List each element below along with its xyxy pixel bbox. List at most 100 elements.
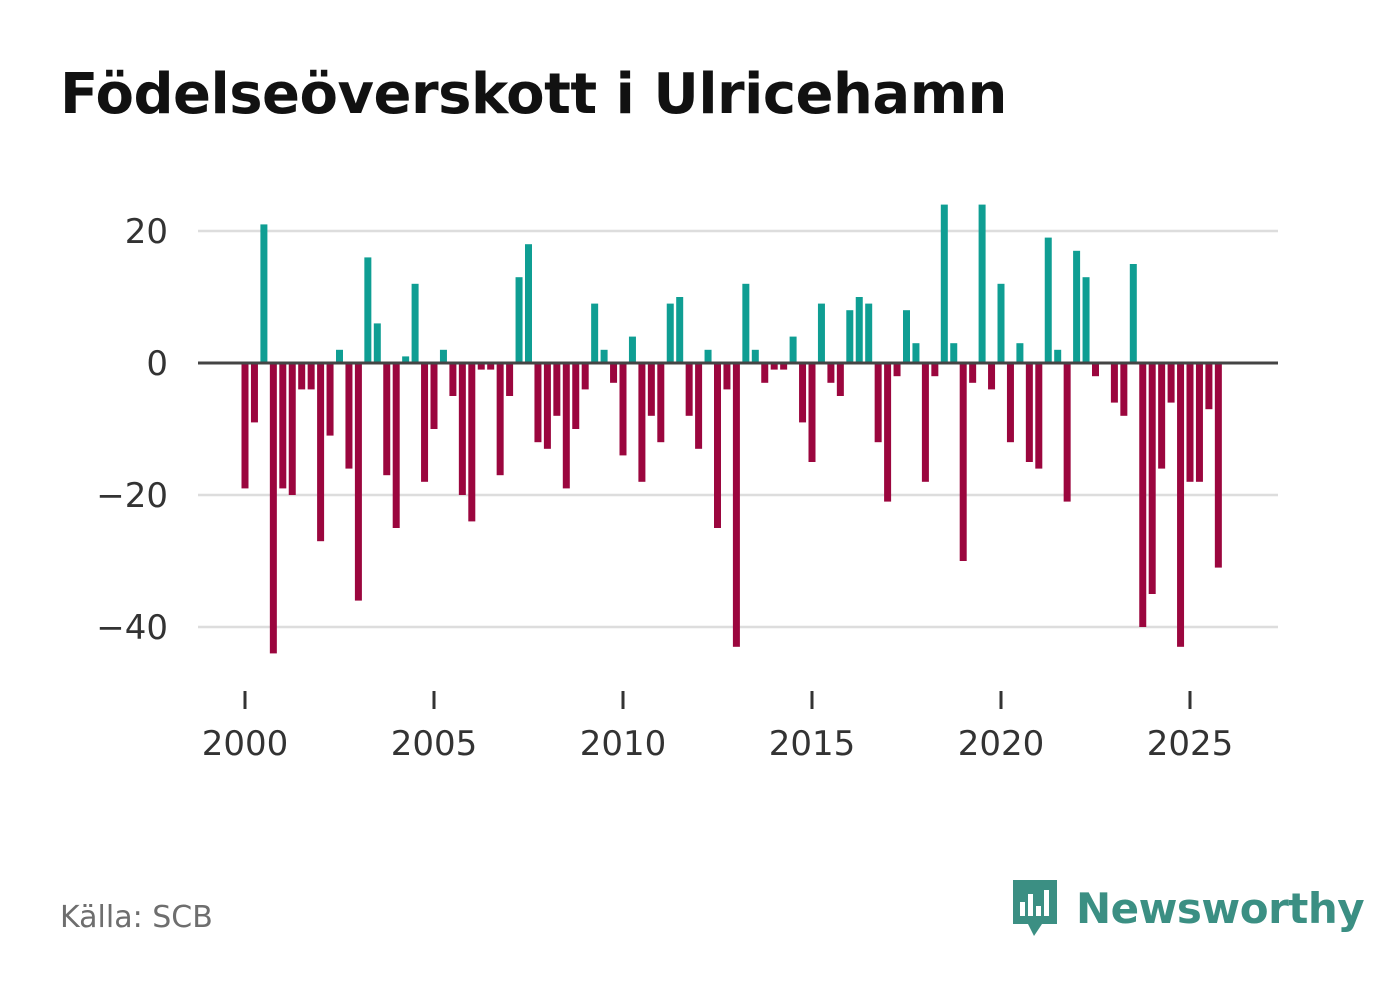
bar-chart-speech-bubble-icon [1013, 880, 1057, 936]
bar [600, 349, 608, 363]
bar [477, 363, 485, 370]
y-tick-label: 20 [125, 212, 168, 252]
bar [695, 363, 703, 449]
bar [534, 363, 542, 443]
source-label: Källa: SCB [60, 900, 213, 935]
bar [269, 363, 277, 654]
bar [723, 363, 731, 390]
bar [581, 363, 589, 390]
bar [250, 363, 258, 423]
bar [940, 204, 948, 363]
bar [978, 204, 986, 363]
bar [1120, 363, 1128, 416]
bar [439, 349, 447, 363]
bar [572, 363, 580, 429]
bar [326, 363, 334, 436]
bar [770, 363, 778, 370]
bar [1092, 363, 1099, 377]
bar [1016, 343, 1024, 363]
bar [1186, 363, 1194, 482]
bar [610, 363, 618, 383]
bar [411, 283, 419, 363]
bar [383, 363, 391, 476]
bar [808, 363, 816, 462]
bar [1129, 264, 1137, 363]
bar [884, 363, 892, 502]
bar [666, 303, 674, 363]
bar [553, 363, 561, 416]
bar [1035, 363, 1043, 469]
bar [421, 363, 429, 482]
bar [336, 349, 343, 363]
bar [714, 363, 721, 528]
bar [402, 356, 410, 363]
chart-title: Födelseöverskott i Ulricehamn [60, 62, 1007, 127]
bar [430, 363, 438, 429]
bar [751, 349, 759, 363]
bar [506, 363, 514, 396]
y-tick-label: −40 [96, 608, 168, 648]
bar [373, 323, 381, 363]
bar [742, 283, 750, 363]
bar [354, 363, 362, 601]
bar [1054, 349, 1062, 363]
bar [1110, 363, 1118, 403]
x-tick-label: 2000 [202, 724, 289, 764]
bar [345, 363, 353, 469]
bar [241, 363, 249, 489]
bar [628, 336, 636, 363]
bar [543, 363, 551, 449]
bar [704, 349, 712, 363]
bar [392, 363, 400, 528]
bar [591, 303, 599, 363]
bar [449, 363, 457, 396]
y-tick-label: −20 [96, 476, 168, 516]
x-tick-label: 2010 [580, 724, 667, 764]
bar [817, 303, 825, 363]
bar [732, 363, 740, 647]
bar [468, 363, 476, 522]
bar [874, 363, 882, 443]
bar [496, 363, 504, 476]
bar [279, 363, 287, 489]
bar [1205, 363, 1213, 410]
bar [1044, 237, 1052, 363]
bar [789, 336, 797, 363]
brand-logo: Newsworthy [1010, 878, 1365, 938]
bar [1214, 363, 1222, 568]
bar [260, 224, 268, 363]
bar [657, 363, 665, 443]
bar [676, 297, 684, 363]
bar [799, 363, 807, 423]
bar [1167, 363, 1175, 403]
bar [997, 283, 1005, 363]
bar [1139, 363, 1147, 627]
bar [1148, 363, 1156, 594]
bar [903, 310, 910, 363]
x-tick-label: 2005 [391, 724, 478, 764]
bar [969, 363, 977, 383]
bar [1006, 363, 1014, 443]
bar [685, 363, 693, 416]
bar [836, 363, 844, 396]
x-tick-label: 2015 [769, 724, 856, 764]
bar [893, 363, 901, 377]
bars [241, 204, 1222, 654]
x-tick-label: 2025 [1147, 724, 1234, 764]
bar [846, 310, 854, 363]
bar [364, 257, 372, 363]
bar [865, 303, 873, 363]
brand-name: Newsworthy [1076, 883, 1365, 933]
bar [619, 363, 627, 456]
bar [780, 363, 788, 370]
bar [1025, 363, 1033, 462]
bar [638, 363, 646, 482]
y-tick-label: 0 [146, 344, 168, 384]
bar [950, 343, 958, 363]
bar [1073, 250, 1081, 363]
bar [487, 363, 495, 370]
bar [298, 363, 306, 390]
bar [921, 363, 929, 482]
bar [1063, 363, 1071, 502]
